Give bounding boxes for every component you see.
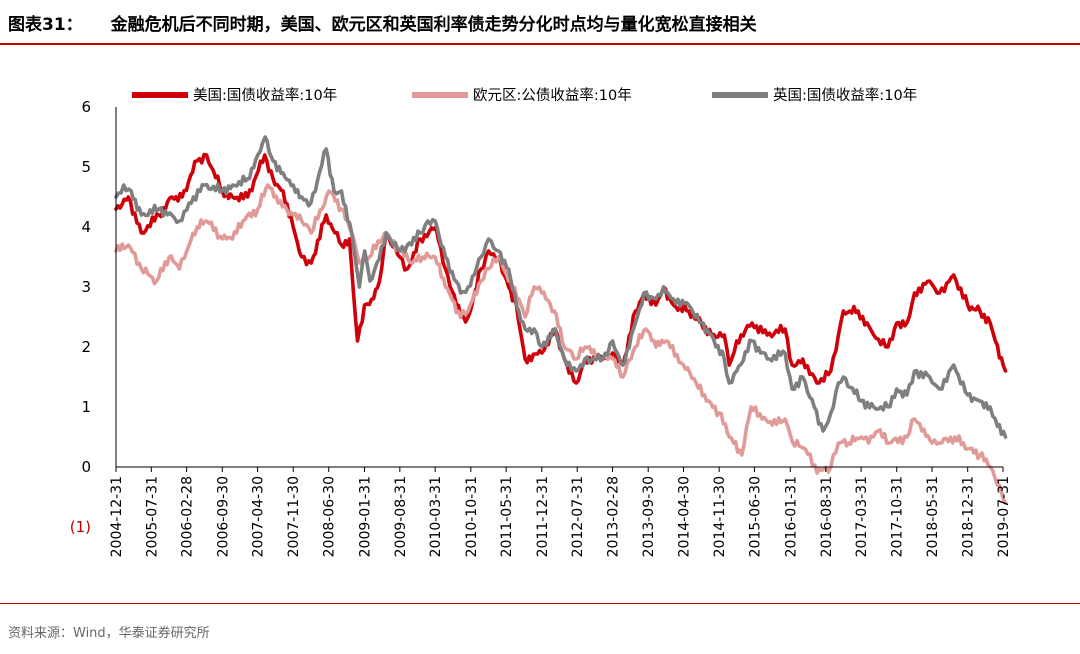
- x-tick-label: 2010-03-31: [428, 476, 444, 557]
- source-divider: [0, 603, 1080, 604]
- x-tick-label: 2004-12-31: [109, 476, 125, 557]
- legend-label-1: 美国:国债收益率:10年: [193, 87, 337, 104]
- figure-number: 图表31：: [8, 15, 83, 35]
- x-tick-label: 2011-12-31: [535, 476, 551, 557]
- x-tick-label: 2019-07-31: [996, 476, 1012, 557]
- x-tick-label: 2008-06-30: [322, 476, 338, 557]
- x-tick-label: 2018-05-31: [925, 476, 941, 557]
- x-tick-label: 2009-01-31: [358, 476, 374, 557]
- x-tick-label: 2017-10-31: [890, 476, 906, 557]
- y-tick-label: 0: [81, 458, 91, 476]
- chart-legend: 美国:国债收益率:10年 欧元区:公债收益率:10年 英国:国债收益率:10年: [132, 86, 917, 104]
- series-line-2: [114, 183, 1008, 505]
- x-tick-label: 2012-07-31: [570, 476, 586, 557]
- source-note: 资料来源：Wind，华泰证券研究所: [8, 626, 210, 641]
- legend-label-2: 欧元区:公债收益率:10年: [473, 87, 632, 104]
- y-tick-label: 4: [81, 218, 91, 236]
- x-tick-label: 2016-01-31: [783, 476, 799, 557]
- figure-title-text: 金融危机后不同时期，美国、欧元区和英国利率债走势分化时点均与量化宽松直接相关: [110, 15, 757, 35]
- y-tick-label: 2: [81, 338, 91, 356]
- legend-label-3: 英国:国债收益率:10年: [773, 86, 917, 104]
- x-tick-label: 2014-11-30: [712, 476, 728, 557]
- x-tick-label: 2005-07-31: [144, 476, 160, 557]
- y-tick-label: 5: [81, 158, 91, 176]
- x-tick-label: 2013-02-28: [606, 476, 622, 557]
- x-tick-label: 2018-12-31: [961, 476, 977, 557]
- x-tick-label: 2010-10-31: [464, 476, 480, 557]
- y-tick-label: (1): [70, 518, 91, 536]
- y-tick-label: 1: [81, 398, 91, 416]
- y-tick-label: 3: [81, 278, 91, 296]
- x-tick-label: 2006-02-28: [180, 476, 196, 557]
- x-tick-label: 2013-09-30: [641, 476, 657, 557]
- figure-title: 图表31： 金融危机后不同时期，美国、欧元区和英国利率债走势分化时点均与量化宽松直…: [8, 10, 1068, 35]
- y-tick-label: 6: [81, 98, 91, 116]
- x-tick-label: 2007-11-30: [286, 476, 302, 557]
- line-chart: 美国:国债收益率:10年 欧元区:公债收益率:10年 英国:国债收益率:10年 (1…: [70, 86, 1012, 557]
- x-tick-label: 2016-08-31: [819, 476, 835, 557]
- x-axis: 2004-12-31 2005-07-31 2006-02-28 2006-09-30…: [109, 107, 1012, 557]
- series-line-3: [114, 135, 1008, 439]
- x-tick-label: 2006-09-30: [215, 476, 231, 557]
- x-tick-label: 2017-03-31: [854, 476, 870, 557]
- series-layer: [114, 135, 1008, 505]
- x-tick-label: 2007-04-30: [251, 476, 267, 557]
- x-tick-label: 2009-08-31: [393, 476, 409, 557]
- x-tick-label: 2011-05-31: [499, 476, 515, 557]
- title-divider: [0, 43, 1080, 45]
- x-tick-label: 2015-06-30: [748, 476, 764, 557]
- y-axis: (1) 0 1 2 3 4 5 6: [70, 98, 91, 536]
- x-tick-label: 2014-04-30: [677, 476, 693, 557]
